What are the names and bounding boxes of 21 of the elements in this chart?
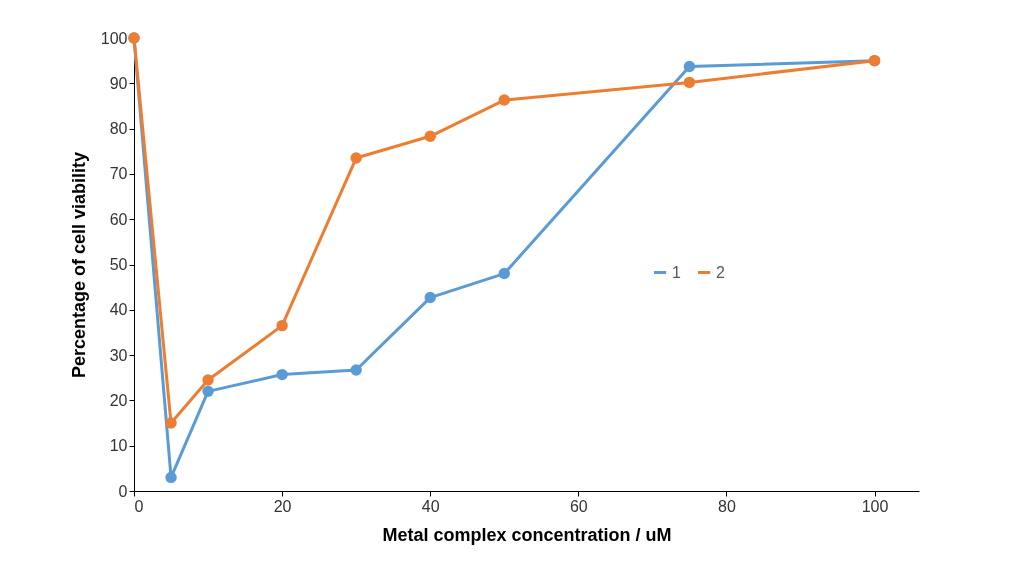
x-tick-label: 20	[273, 497, 292, 515]
y-tick-label: 100	[100, 29, 128, 47]
x-tick-label: 0	[134, 497, 144, 515]
y-tick-label: 90	[109, 74, 128, 92]
x-axis-title: Metal complex concentration / uM	[382, 524, 672, 545]
x-tick-label: 40	[421, 497, 440, 515]
y-tick-label: 80	[109, 120, 128, 138]
legend-label: 2	[716, 263, 726, 281]
y-tick-label: 60	[109, 210, 128, 228]
x-tick-label: 100	[861, 497, 889, 515]
y-axis-title: Percentage of cell viability	[68, 151, 89, 379]
legend-label: 1	[672, 263, 682, 281]
y-tick-label: 20	[109, 391, 128, 409]
y-tick-label: 30	[109, 346, 128, 364]
y-tick-label: 40	[109, 301, 128, 319]
y-tick-label: 10	[109, 437, 128, 455]
y-tick-label: 0	[118, 482, 128, 500]
x-tick-label: 80	[718, 497, 736, 515]
y-tick-label: 70	[109, 165, 128, 183]
x-tick-label: 60	[569, 497, 588, 515]
y-tick-label: 50	[109, 256, 128, 273]
